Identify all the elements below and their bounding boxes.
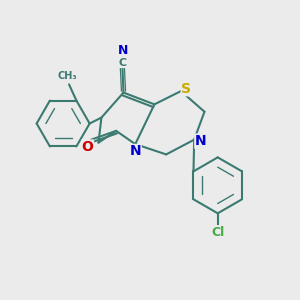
Text: N: N xyxy=(195,134,206,148)
Text: N: N xyxy=(130,145,141,158)
Text: S: S xyxy=(181,82,191,96)
Text: CH₃: CH₃ xyxy=(58,71,77,81)
Text: Cl: Cl xyxy=(211,226,224,239)
Text: O: O xyxy=(82,140,94,154)
Text: N: N xyxy=(117,44,128,57)
Text: C: C xyxy=(118,58,127,68)
